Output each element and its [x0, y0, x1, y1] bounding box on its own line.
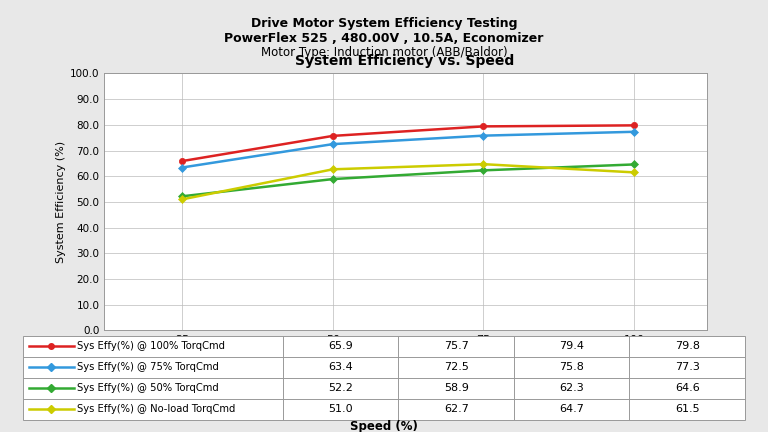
Text: 65.9: 65.9 [328, 341, 353, 351]
Text: PowerFlex 525 , 480.00V , 10.5A, Economizer: PowerFlex 525 , 480.00V , 10.5A, Economi… [224, 32, 544, 44]
Text: Sys Effy(%) @ 100% TorqCmd: Sys Effy(%) @ 100% TorqCmd [77, 341, 225, 351]
Text: 75.8: 75.8 [559, 362, 584, 372]
Text: 62.7: 62.7 [444, 404, 468, 414]
Text: Speed (%): Speed (%) [350, 420, 418, 432]
Text: 64.7: 64.7 [559, 404, 584, 414]
Text: 64.6: 64.6 [675, 383, 700, 393]
Text: 62.3: 62.3 [559, 383, 584, 393]
Text: 61.5: 61.5 [675, 404, 700, 414]
Text: 63.4: 63.4 [328, 362, 353, 372]
Text: 72.5: 72.5 [444, 362, 468, 372]
Text: 79.8: 79.8 [675, 341, 700, 351]
Text: 52.2: 52.2 [328, 383, 353, 393]
Text: 79.4: 79.4 [559, 341, 584, 351]
Text: Sys Effy(%) @ 50% TorqCmd: Sys Effy(%) @ 50% TorqCmd [77, 383, 219, 393]
Text: 75.7: 75.7 [444, 341, 468, 351]
Text: Drive Motor System Efficiency Testing: Drive Motor System Efficiency Testing [250, 17, 518, 30]
Y-axis label: System Efficiency (%): System Efficiency (%) [56, 141, 66, 263]
Text: 58.9: 58.9 [444, 383, 468, 393]
Title: System Efficiency vs. Speed: System Efficiency vs. Speed [296, 54, 515, 68]
Text: Motor Type: Induction motor (ABB/Baldor): Motor Type: Induction motor (ABB/Baldor) [260, 46, 508, 59]
Text: 51.0: 51.0 [329, 404, 353, 414]
Text: Sys Effy(%) @ 75% TorqCmd: Sys Effy(%) @ 75% TorqCmd [77, 362, 219, 372]
Text: Sys Effy(%) @ No-load TorqCmd: Sys Effy(%) @ No-load TorqCmd [77, 404, 236, 414]
Text: 77.3: 77.3 [675, 362, 700, 372]
